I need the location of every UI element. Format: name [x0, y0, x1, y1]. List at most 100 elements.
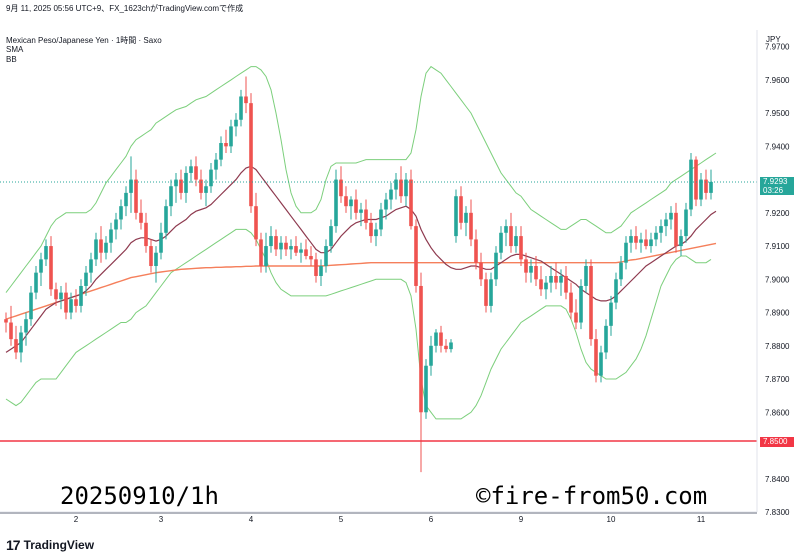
candle-body [369, 222, 373, 237]
candle-body [709, 181, 713, 193]
indicator-sma-label[interactable]: SMA [6, 45, 24, 54]
candle-body [64, 292, 68, 313]
candle-body [324, 246, 328, 267]
candle-body [304, 249, 308, 257]
candle-body [139, 212, 143, 223]
candle-body [109, 229, 113, 243]
candle-body [649, 239, 653, 247]
candle-body [524, 259, 528, 273]
candle-body [619, 262, 623, 280]
candle-body [449, 342, 453, 350]
candle-body [404, 179, 408, 197]
price-tick-label: 7.9700 [765, 43, 790, 52]
candle-body [239, 96, 243, 120]
price-tick-label: 7.9400 [765, 142, 790, 151]
candle-body [224, 143, 228, 147]
candle-body [644, 239, 648, 247]
candle-body [74, 299, 78, 306]
candle-body [594, 339, 598, 376]
candle-body [289, 246, 293, 250]
candle-body [314, 259, 318, 276]
candle-body [154, 252, 158, 267]
candle-body [514, 236, 518, 247]
candle-body [134, 179, 138, 213]
current-price-tag: 7.9293 03:26 [760, 177, 794, 195]
currency-label: JPY [766, 35, 781, 44]
candle-body [399, 179, 403, 197]
symbol-title[interactable]: Mexican Peso/Japanese Yen · 1時間 · Saxo [6, 36, 162, 45]
price-tick-label: 7.9000 [765, 275, 790, 284]
candle-body [79, 285, 83, 306]
candle-body [24, 319, 28, 333]
price-axis[interactable]: 7.8300 7.8400 7.8600 7.8700 7.8800 7.8900 7.90… [765, 43, 790, 517]
candle-body [479, 262, 483, 280]
candle-body [19, 332, 23, 353]
time-tick-label: 2 [74, 515, 79, 524]
candle-body [609, 302, 613, 326]
price-tick-label: 7.9100 [765, 242, 790, 251]
candle-body [569, 292, 573, 313]
candle-body [614, 279, 618, 303]
candle-body [299, 249, 303, 253]
candle-body [124, 192, 128, 207]
tradingview-wordmark: TradingView [23, 538, 95, 552]
candle-body [414, 226, 418, 286]
candle-body [659, 226, 663, 233]
bb-upper-band [5, 65, 717, 293]
candle-body [499, 232, 503, 253]
candle-body [129, 179, 133, 193]
time-axis[interactable]: 2 3 4 5 6 9 10 11 [74, 515, 706, 524]
sma-long-line [5, 242, 717, 320]
candle-body [409, 179, 413, 227]
date-watermark: 20250910/1h [60, 482, 219, 510]
candle-body [84, 272, 88, 286]
candle-body [694, 159, 698, 200]
price-tick-label: 7.8600 [765, 408, 790, 417]
candle-body [374, 229, 378, 237]
candle-body [174, 179, 178, 187]
candle-body [4, 319, 8, 323]
candle-body [564, 275, 568, 293]
candle-body [434, 332, 438, 346]
candle-body [389, 189, 393, 200]
candle-body [474, 239, 478, 263]
candle-body [484, 279, 488, 306]
candle-body [309, 256, 313, 260]
candle-body [494, 252, 498, 280]
candle-body [94, 239, 98, 260]
price-tick-label: 7.9200 [765, 209, 790, 218]
candle-body [89, 259, 93, 273]
candle-body [459, 196, 463, 223]
candle-body [504, 226, 508, 233]
candle-body [44, 246, 48, 260]
candle-body [349, 199, 353, 207]
price-chart[interactable]: 7.8300 7.8400 7.8600 7.8700 7.8800 7.8900 7.90… [0, 0, 800, 530]
bb-lower-band [5, 228, 712, 420]
candle-body [429, 345, 433, 366]
site-watermark: ©fire-from50.com [476, 482, 708, 510]
candle-body [544, 282, 548, 290]
price-tick-label: 7.8400 [765, 475, 790, 484]
candle-body [384, 199, 388, 210]
bar-countdown: 03:26 [763, 186, 784, 195]
candle-body [259, 239, 263, 267]
candle-body [329, 226, 333, 247]
candle-body [364, 209, 368, 223]
tradingview-logo[interactable]: 17 TradingView [6, 537, 94, 553]
candle-body [229, 126, 233, 147]
time-tick-label: 9 [519, 515, 524, 524]
time-tick-label: 11 [697, 515, 706, 524]
candle-body [284, 242, 288, 250]
candle-body [214, 159, 218, 170]
candle-body [584, 266, 588, 286]
candle-body [14, 339, 18, 353]
candle-body [119, 206, 123, 220]
candle-body [199, 179, 203, 193]
candle-body [604, 325, 608, 353]
candle-body [559, 275, 563, 283]
price-tick-label: 7.9600 [765, 76, 790, 85]
price-tick-label: 7.8700 [765, 375, 790, 384]
indicator-bb-label[interactable]: BB [6, 55, 17, 64]
price-tick-label: 7.9500 [765, 109, 790, 118]
price-tick-label: 7.8800 [765, 342, 790, 351]
